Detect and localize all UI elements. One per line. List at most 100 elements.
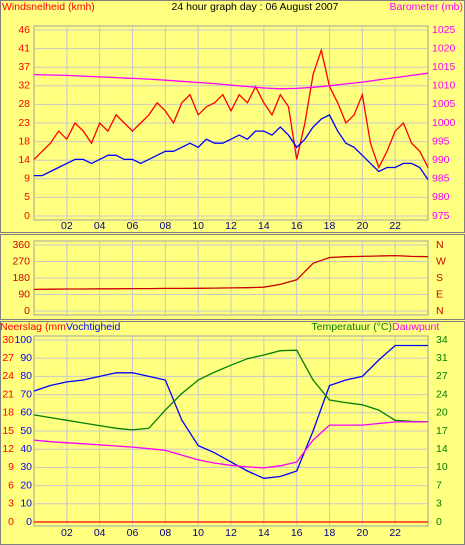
y3-tick-label: 0: [8, 516, 14, 528]
y-tick-label: 5: [24, 191, 30, 203]
y-tick-label: 14: [18, 154, 30, 166]
x-tick-label: 04: [94, 220, 106, 232]
y-tick-label: 0: [26, 516, 32, 528]
y-tick-label: 50: [20, 425, 32, 437]
y-tick-label: 20: [20, 479, 32, 491]
y-tick-label: 30: [20, 461, 32, 473]
y2-tick-label: 995: [432, 135, 450, 147]
y-tick-label: 32: [18, 80, 30, 92]
x-tick-label: 12: [225, 527, 237, 539]
y-tick-label: 40: [20, 443, 32, 455]
y-tick-label: 80: [20, 370, 32, 382]
y-tick-label: 360: [12, 239, 30, 251]
series-line: [33, 47, 429, 170]
y2-tick-label: 990: [432, 154, 450, 166]
y3-tick-label: 9: [8, 461, 14, 473]
legend-label: Barometer (mb): [389, 1, 463, 13]
y-tick-label: 100: [14, 334, 32, 346]
y2-tick-label: 1025: [432, 24, 456, 36]
y3-tick-label: 3: [8, 498, 14, 510]
y2-tick-label: 1005: [432, 98, 456, 110]
y-tick-label: 18: [18, 135, 30, 147]
x-tick-label: 08: [159, 220, 171, 232]
x-tick-label: 14: [258, 527, 270, 539]
x-tick-label: 16: [291, 220, 303, 232]
y3-tick-label: 18: [2, 407, 14, 419]
legend-label: Windsnelheid (kmh): [2, 1, 95, 13]
y2-tick-label: 1010: [432, 80, 456, 92]
y-tick-label: 0: [24, 305, 30, 317]
legend-label: Dauwpunt: [392, 321, 439, 333]
x-tick-label: 18: [324, 527, 336, 539]
y-tick-label: 41: [18, 42, 30, 54]
y-tick-label: 28: [18, 98, 30, 110]
y3-tick-label: 27: [2, 352, 14, 364]
y2-tick-label: 31: [436, 352, 448, 364]
y-tick-label: 90: [20, 352, 32, 364]
y3-tick-label: 15: [2, 425, 14, 437]
y-tick-label: 0: [24, 210, 30, 222]
chart-title: 24 hour graph day : 06 August 2007: [172, 1, 339, 13]
y2-tick-label: 985: [432, 173, 450, 185]
x-tick-label: 14: [258, 220, 270, 232]
y2-tick-label: N: [436, 239, 444, 251]
series-line: [33, 421, 428, 469]
y2-tick-label: 1020: [432, 42, 456, 54]
x-tick-label: 20: [356, 220, 368, 232]
x-tick-label: 18: [324, 220, 336, 232]
x-tick-label: 04: [94, 527, 106, 539]
y-tick-label: 180: [12, 272, 30, 284]
x-tick-label: 22: [389, 220, 401, 232]
y2-tick-label: 24: [436, 388, 448, 400]
x-tick-label: 16: [291, 527, 303, 539]
y2-tick-label: 1015: [432, 61, 456, 73]
y3-tick-label: 12: [2, 443, 14, 455]
x-tick-label: 02: [61, 527, 73, 539]
x-tick-label: 20: [356, 527, 368, 539]
y-tick-label: 70: [20, 388, 32, 400]
y2-tick-label: 14: [436, 443, 448, 455]
legend-label: Temperatuur (°C): [311, 321, 392, 333]
y3-tick-label: 24: [2, 370, 14, 382]
y-tick-label: 10: [20, 498, 32, 510]
x-tick-label: 08: [159, 527, 171, 539]
y3-tick-label: 30: [2, 334, 14, 346]
y2-tick-label: 3: [436, 498, 442, 510]
y-tick-label: 60: [20, 407, 32, 419]
y2-tick-label: 980: [432, 191, 450, 203]
y2-tick-label: 1000: [432, 117, 456, 129]
x-tick-label: 10: [192, 220, 204, 232]
panel-wind: [0, 0, 465, 233]
y2-tick-label: 10: [436, 461, 448, 473]
x-tick-label: 06: [127, 220, 139, 232]
y-tick-label: 9: [24, 173, 30, 185]
y2-tick-label: 7: [436, 479, 442, 491]
series-line: [33, 349, 429, 431]
x-tick-label: 06: [127, 527, 139, 539]
series-line: [33, 72, 429, 90]
y2-tick-label: N: [436, 305, 444, 317]
y3-tick-label: 6: [8, 479, 14, 491]
y2-tick-label: E: [436, 288, 443, 300]
y2-tick-label: 20: [436, 407, 448, 419]
panel-direction: [0, 234, 465, 320]
x-tick-label: 12: [225, 220, 237, 232]
series-line: [33, 344, 428, 479]
y2-tick-label: 27: [436, 370, 448, 382]
y-tick-label: 37: [18, 61, 30, 73]
x-tick-label: 22: [389, 527, 401, 539]
legend-label: Vochtigheid: [66, 321, 120, 333]
y2-tick-label: W: [436, 255, 446, 267]
x-tick-label: 10: [192, 527, 204, 539]
y2-tick-label: 0: [436, 516, 442, 528]
y3-tick-label: 21: [2, 388, 14, 400]
y-tick-label: 90: [18, 288, 30, 300]
legend-label: Neerslag (mm: [0, 321, 66, 333]
y2-tick-label: 17: [436, 425, 448, 437]
series-line: [34, 114, 429, 180]
y-tick-label: 23: [18, 117, 30, 129]
y2-tick-label: 34: [436, 334, 448, 346]
y2-tick-label: S: [436, 272, 443, 284]
y-tick-label: 270: [12, 255, 30, 267]
